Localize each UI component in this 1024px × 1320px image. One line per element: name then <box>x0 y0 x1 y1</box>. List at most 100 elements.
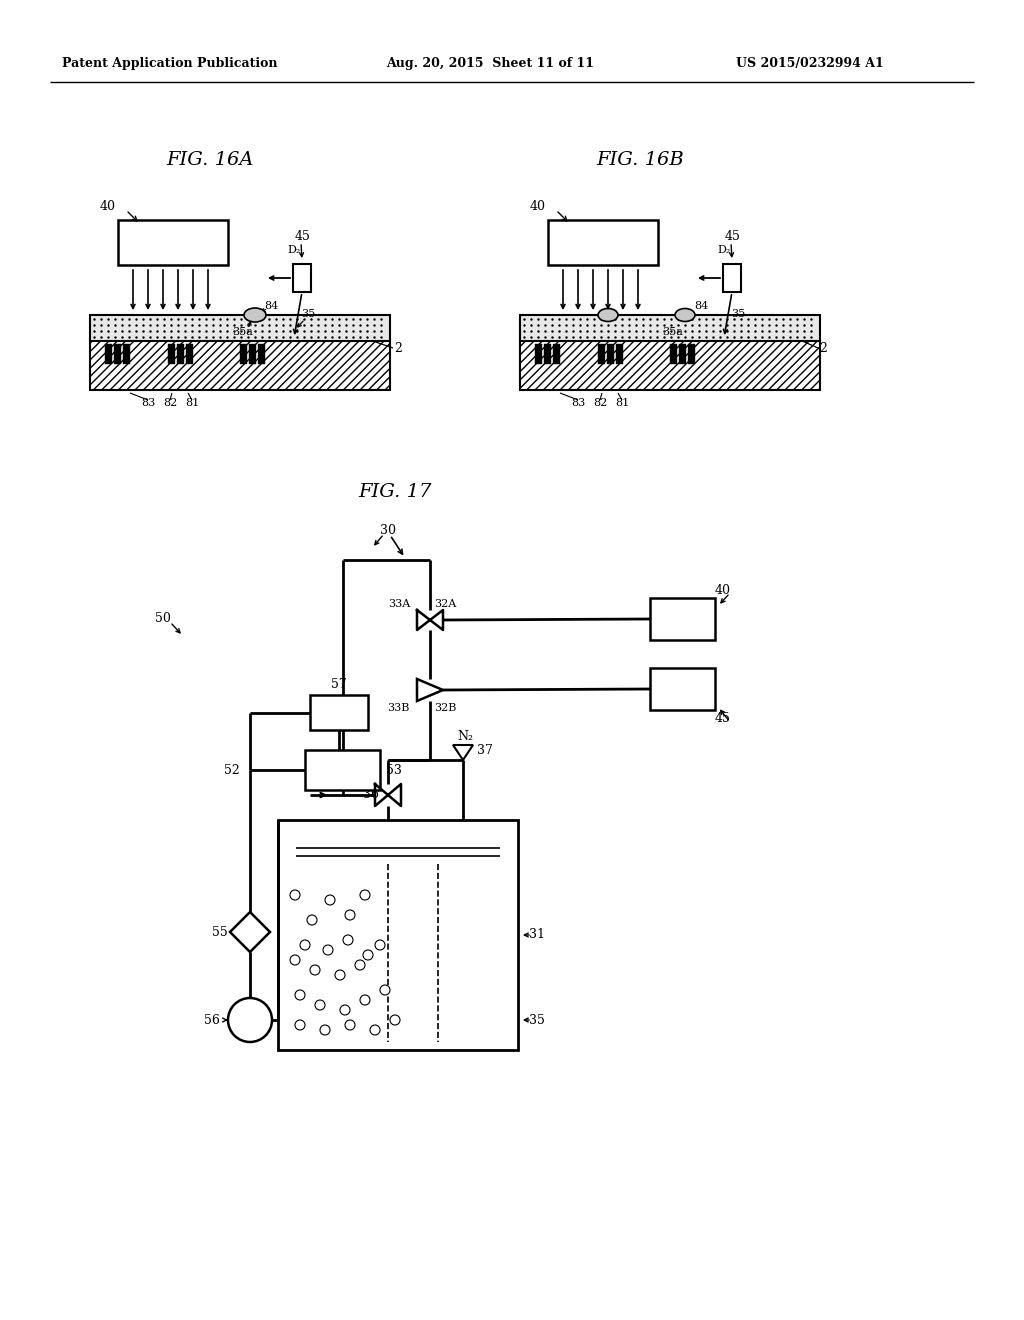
Text: 38: 38 <box>334 777 350 791</box>
Circle shape <box>375 940 385 950</box>
Bar <box>177 345 184 364</box>
Circle shape <box>323 945 333 954</box>
Bar <box>616 345 623 364</box>
Text: 83: 83 <box>570 399 585 408</box>
Circle shape <box>360 890 370 900</box>
Text: P: P <box>245 1012 256 1027</box>
Bar <box>168 345 175 364</box>
Bar <box>90 341 390 389</box>
Text: 84: 84 <box>694 301 709 312</box>
Text: 82: 82 <box>593 399 607 408</box>
Text: 83: 83 <box>141 399 155 408</box>
Bar <box>688 345 695 364</box>
Circle shape <box>325 895 335 906</box>
Bar <box>535 345 542 364</box>
Text: D₂: D₂ <box>288 246 301 255</box>
Circle shape <box>228 998 272 1041</box>
Text: 35a: 35a <box>232 327 253 337</box>
Text: 45: 45 <box>715 711 731 725</box>
Text: N₂: N₂ <box>457 730 473 742</box>
Bar <box>258 345 265 364</box>
Circle shape <box>360 995 370 1005</box>
Circle shape <box>290 890 300 900</box>
Polygon shape <box>230 912 270 952</box>
Text: 45: 45 <box>725 230 741 243</box>
Bar <box>186 345 193 364</box>
Text: Patent Application Publication: Patent Application Publication <box>62 57 278 70</box>
Bar <box>544 345 551 364</box>
Circle shape <box>295 1020 305 1030</box>
Text: 82: 82 <box>163 399 177 408</box>
Circle shape <box>340 1005 350 1015</box>
Text: 57: 57 <box>331 678 347 692</box>
Bar <box>650 668 715 710</box>
Text: FIG. 17: FIG. 17 <box>358 483 432 502</box>
Bar <box>520 341 820 389</box>
Bar <box>670 345 677 364</box>
Bar <box>310 696 368 730</box>
Text: FIG. 16B: FIG. 16B <box>596 150 684 169</box>
Circle shape <box>295 990 305 1001</box>
Bar <box>679 345 686 364</box>
Text: 52: 52 <box>224 763 240 776</box>
Circle shape <box>319 1026 330 1035</box>
Circle shape <box>345 909 355 920</box>
Text: 33B: 33B <box>388 704 410 713</box>
Ellipse shape <box>598 309 618 322</box>
Text: US 2015/0232994 A1: US 2015/0232994 A1 <box>736 57 884 70</box>
Text: 37: 37 <box>477 743 493 756</box>
Text: 32B: 32B <box>434 704 457 713</box>
Bar <box>520 315 820 341</box>
Bar <box>548 220 658 265</box>
Text: 40: 40 <box>100 199 116 213</box>
Circle shape <box>343 935 353 945</box>
Circle shape <box>380 985 390 995</box>
Circle shape <box>370 1026 380 1035</box>
Circle shape <box>390 1015 400 1026</box>
Text: 33A: 33A <box>388 599 410 609</box>
Text: 2: 2 <box>394 342 402 355</box>
Bar <box>650 598 715 640</box>
Circle shape <box>307 915 317 925</box>
Bar <box>114 345 121 364</box>
Bar <box>105 345 112 364</box>
Text: 35: 35 <box>529 1014 545 1027</box>
Bar <box>305 750 380 789</box>
Bar <box>278 820 518 1049</box>
Bar <box>293 264 311 292</box>
Bar <box>90 315 390 341</box>
Text: 53: 53 <box>386 763 401 776</box>
Bar <box>249 345 256 364</box>
Bar <box>723 264 741 292</box>
Bar <box>598 345 605 364</box>
Text: 35: 35 <box>731 309 745 319</box>
Polygon shape <box>417 678 443 701</box>
Text: 2: 2 <box>819 342 827 355</box>
Bar <box>240 345 247 364</box>
Text: 84: 84 <box>264 301 279 312</box>
Text: Aug. 20, 2015  Sheet 11 of 11: Aug. 20, 2015 Sheet 11 of 11 <box>386 57 594 70</box>
Text: 35a: 35a <box>663 327 683 337</box>
Text: FIG. 16A: FIG. 16A <box>166 150 254 169</box>
Text: 32A: 32A <box>434 599 457 609</box>
Text: 40: 40 <box>530 199 546 213</box>
Bar <box>553 345 560 364</box>
Text: 36: 36 <box>362 788 379 801</box>
Circle shape <box>290 954 300 965</box>
Ellipse shape <box>675 309 695 322</box>
Text: 81: 81 <box>614 399 629 408</box>
Bar <box>118 220 228 265</box>
Text: 81: 81 <box>185 399 199 408</box>
Bar <box>607 345 614 364</box>
Ellipse shape <box>244 308 266 322</box>
Text: 35: 35 <box>301 309 315 319</box>
Text: 45: 45 <box>295 230 311 243</box>
Text: 50: 50 <box>155 611 171 624</box>
Text: 30: 30 <box>380 524 396 536</box>
Text: 31: 31 <box>529 928 545 941</box>
Circle shape <box>355 960 365 970</box>
Circle shape <box>300 940 310 950</box>
Text: 55: 55 <box>212 925 228 939</box>
Polygon shape <box>453 744 473 760</box>
Text: D₂: D₂ <box>718 246 731 255</box>
